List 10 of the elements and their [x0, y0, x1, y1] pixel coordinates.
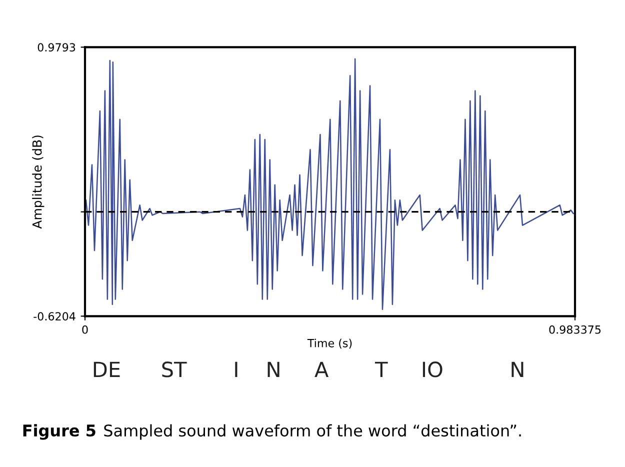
x-tick-label: 0 [82, 325, 88, 334]
x-axis-title: Time (s) [307, 338, 352, 349]
caption: Figure 5 [23, 424, 96, 440]
y-tick-label: 0.9793 [38, 43, 76, 52]
y-axis-title: Amplitude (dB) [32, 136, 44, 229]
x-tick-label: 0.983375 [549, 325, 601, 334]
y-tick-label: -0.6204 [34, 312, 76, 321]
text: DE ST I N A T IO N [94, 362, 524, 378]
text: Sampled sound waveform of the word “destination”. [104, 424, 521, 440]
line-series [85, 58, 574, 310]
